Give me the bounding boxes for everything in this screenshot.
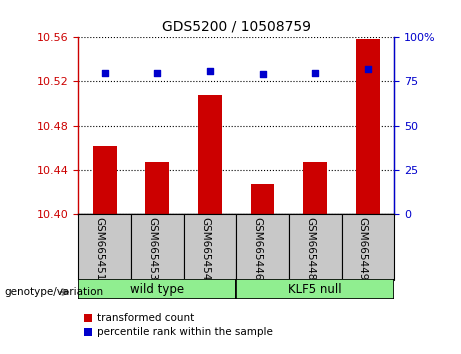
- Bar: [78, 214, 131, 280]
- Point: [206, 68, 213, 74]
- Bar: [183, 214, 236, 280]
- Point: [312, 70, 319, 75]
- Bar: [289, 214, 342, 280]
- Bar: [146, 162, 169, 214]
- Text: GSM665453: GSM665453: [148, 217, 157, 280]
- Point: [154, 70, 161, 75]
- Text: GSM665454: GSM665454: [200, 217, 210, 280]
- Bar: [236, 214, 289, 280]
- Bar: [93, 145, 117, 214]
- Text: GSM665446: GSM665446: [253, 217, 263, 280]
- Text: KLF5 null: KLF5 null: [289, 282, 342, 296]
- Bar: [198, 95, 222, 214]
- Bar: [342, 214, 394, 280]
- Bar: [131, 214, 183, 280]
- Point: [364, 66, 372, 72]
- Title: GDS5200 / 10508759: GDS5200 / 10508759: [162, 19, 311, 33]
- Text: GSM665449: GSM665449: [358, 217, 368, 280]
- Bar: [251, 184, 274, 214]
- Bar: [78, 279, 236, 299]
- Text: genotype/variation: genotype/variation: [5, 287, 104, 297]
- Bar: [303, 162, 327, 214]
- Text: GSM665451: GSM665451: [95, 217, 105, 280]
- Bar: [236, 279, 394, 299]
- Bar: [356, 39, 380, 214]
- Legend: transformed count, percentile rank within the sample: transformed count, percentile rank withi…: [83, 313, 273, 337]
- Point: [101, 70, 108, 75]
- Text: GSM665448: GSM665448: [305, 217, 315, 280]
- Text: wild type: wild type: [130, 282, 184, 296]
- Point: [259, 72, 266, 77]
